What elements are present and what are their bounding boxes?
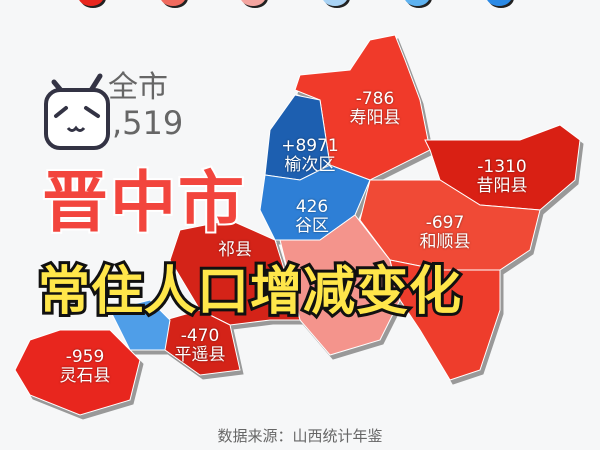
region-name: 谷区 [295,216,329,236]
legend-dot [78,0,104,6]
region-label-heshun: -697 和顺县 [410,214,480,252]
legend-dot [240,0,266,6]
page-title: 晋中市 [40,164,246,241]
legend-dot [486,0,512,6]
region-name: 榆次区 [284,155,336,175]
region-value: 426 [295,197,329,217]
region-name: 祁县 [218,240,252,260]
page-subtitle: 常住人口增减变化 [35,259,464,325]
region-label-taigu: 426 谷区 [282,198,342,236]
region-value: -470 [180,326,220,346]
region-qixian [169,219,301,326]
legend-dot [322,0,348,6]
summary-value: ,519 [112,104,184,142]
region-name: 寿阳县 [349,108,401,128]
region-name: 和顺县 [419,232,471,252]
region-zuoquan [389,259,501,381]
region-value: -697 [425,213,465,233]
region-label-shouyang: -786 寿阳县 [340,90,410,128]
legend-dot [160,0,186,6]
legend-dot [404,0,430,6]
data-source: 数据来源：山西统计年鉴 [217,427,383,445]
mascot-icon [44,73,110,150]
region-label-pingyao: -470 平遥县 [165,327,235,365]
region-label-yuci: +8971 榆次区 [275,137,345,175]
region-value: -786 [355,89,395,109]
region-label-qixian: 祁县 [205,241,265,260]
region-name: 灵石县 [59,366,111,386]
region-value: +8971 [281,136,339,156]
region-value: -959 [65,347,105,367]
region-lingshi [14,329,141,416]
region-label-lingshi: -959 灵石县 [50,348,120,386]
region-shouyang [294,34,431,181]
region-name: 平遥县 [174,345,226,365]
region-name: 昔阳县 [476,176,528,196]
region-value: -1310 [477,157,527,177]
region-label-xiyang: -1310 昔阳县 [462,158,542,196]
summary-label: 全市 [108,70,168,105]
region-jiexiu [109,299,171,351]
